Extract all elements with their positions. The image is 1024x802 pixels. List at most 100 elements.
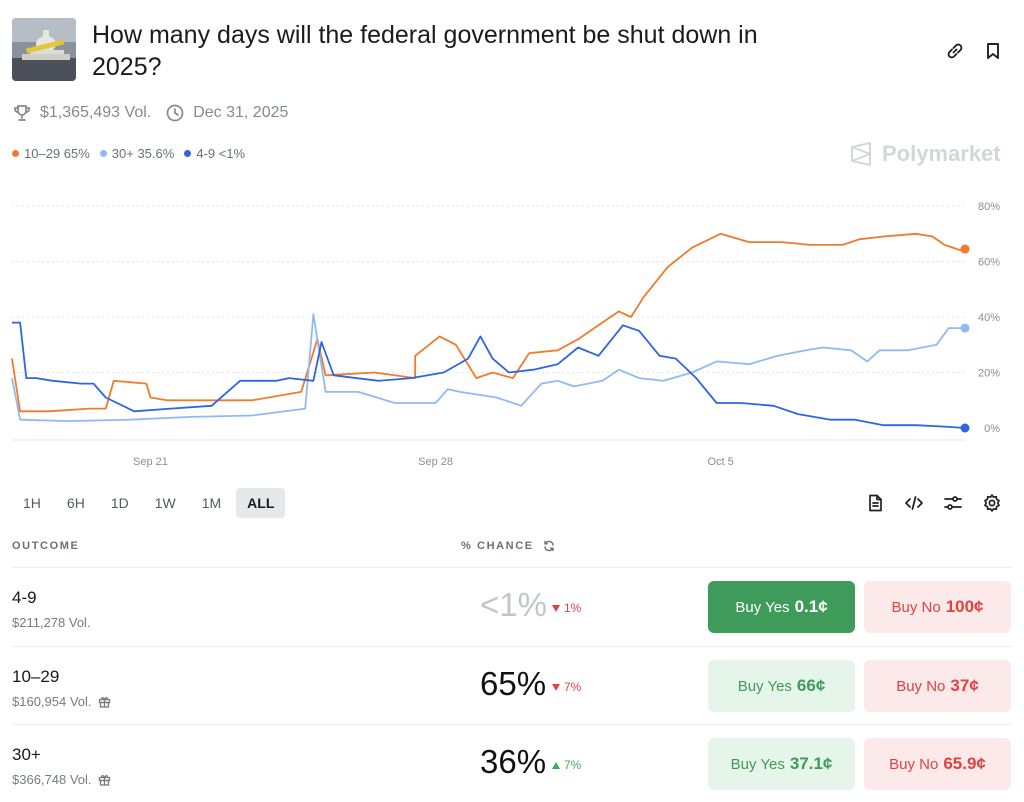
outcome-volume-text: $160,954 Vol. [12, 694, 92, 709]
market-header: How many days will the federal governmen… [12, 18, 1012, 82]
chance-change-value: 7% [564, 758, 582, 772]
outcome-volume: $211,278 Vol. [12, 615, 91, 630]
y-tick-label: 0% [984, 423, 1000, 435]
outcome-chance: <1% [480, 586, 547, 623]
refresh-icon[interactable] [543, 540, 555, 552]
outcome-name: 10–29 [12, 667, 60, 686]
market-thumbnail-image [12, 18, 76, 81]
x-tick-label: Sep 28 [418, 456, 453, 468]
x-tick-label: Oct 5 [707, 456, 733, 468]
buy-yes-price: 37.1¢ [789, 754, 833, 773]
buy-no-label: Buy No [891, 598, 941, 616]
legend-dot [12, 150, 19, 157]
legend-label: 4-9 <1% [196, 146, 246, 161]
legend-label: 30+ 35.6% [111, 146, 175, 161]
polymarket-logo-icon [851, 142, 871, 166]
x-tick-label: Sep 21 [133, 456, 168, 468]
outcome-name: 30+ [12, 745, 41, 764]
link-icon[interactable] [944, 40, 966, 62]
gift-icon [98, 696, 110, 708]
buy-no-price: 100¢ [945, 597, 984, 616]
y-tick-label: 40% [978, 312, 1000, 324]
outcome-volume-text: $366,748 Vol. [12, 772, 92, 787]
y-tick-label: 20% [978, 368, 1000, 380]
sliders-icon[interactable] [942, 492, 964, 514]
legend-label: 10–29 65% [24, 146, 90, 161]
series-end-point [960, 323, 970, 333]
brand-name: Polymarket [882, 141, 1001, 166]
probability-chart[interactable]: 0% 20% 40% 60% 80% Sep 21 Sep 28 Oct 5 [0, 190, 1024, 480]
timeframe-all[interactable]: ALL [236, 488, 286, 518]
chance-change: 1% [552, 601, 581, 615]
buy-no-label: Buy No [889, 755, 939, 773]
series-line-10–29 [11, 232, 966, 413]
chance-change: 7% [552, 680, 581, 694]
up-arrow-icon [552, 761, 560, 769]
chance-header-label: % CHANCE [461, 540, 534, 552]
timeframe-1d[interactable]: 1D [110, 495, 129, 511]
chart-tools [864, 492, 1020, 514]
chance-change: 7% [552, 758, 581, 772]
buy-no-label: Buy No [896, 677, 946, 695]
buy-yes-button[interactable]: Buy Yes 0.1¢ [708, 581, 855, 633]
chance-column-header: % CHANCE [461, 540, 555, 552]
gift-icon [98, 774, 110, 786]
end-date-info: Dec 31, 2025 [165, 103, 288, 123]
legend-dot [99, 150, 107, 157]
buy-yes-price: 66¢ [796, 676, 826, 695]
polymarket-watermark: Polymarket [848, 141, 1001, 167]
market-meta: $1,365,493 Vol. Dec 31, 2025 [12, 102, 302, 124]
outcome-chance: 65% [480, 665, 547, 702]
buy-yes-button[interactable]: Buy Yes 66¢ [708, 660, 855, 712]
legend-item: 10–29 65% [12, 146, 90, 161]
buy-no-price: 65.9¢ [943, 754, 986, 773]
outcome-volume: $160,954 Vol. [12, 694, 111, 709]
timeframe-1h[interactable]: 1H [23, 495, 41, 511]
buy-yes-label: Buy Yes [737, 677, 792, 695]
buy-no-button[interactable]: Buy No 65.9¢ [864, 738, 1011, 790]
down-arrow-icon [552, 683, 560, 691]
bookmark-icon[interactable] [982, 40, 1004, 62]
y-tick-label: 80% [978, 201, 1000, 213]
timeframe-6h[interactable]: 6H [66, 495, 85, 511]
outcome-row[interactable]: 30+ $366,748 Vol. 36% 7% Buy Yes 37.1¢ Bu… [12, 724, 1012, 802]
buy-yes-button[interactable]: Buy Yes 37.1¢ [708, 738, 855, 790]
series-end-point [960, 423, 970, 433]
timeframe-1m[interactable]: 1M [201, 495, 222, 511]
market-title: How many days will the federal governmen… [92, 21, 758, 81]
end-date: Dec 31, 2025 [193, 104, 289, 121]
chance-change-value: 1% [564, 601, 582, 615]
chance-change-value: 7% [564, 680, 582, 694]
outcome-row[interactable]: 4-9 $211,278 Vol. <1% 1% Buy Yes 0.1¢ Buy… [12, 567, 1012, 645]
buy-yes-label: Buy Yes [735, 598, 790, 616]
total-volume: $1,365,493 Vol. [40, 104, 152, 121]
legend-item: 30+ 35.6% [99, 146, 175, 161]
legend-item: 4-9 <1% [184, 146, 245, 161]
embed-code-icon[interactable] [903, 492, 925, 514]
settings-gear-icon[interactable] [981, 492, 1003, 514]
outcome-volume-text: $211,278 Vol. [12, 615, 91, 630]
series-end-point [960, 244, 970, 254]
buy-yes-price: 0.1¢ [794, 597, 828, 616]
y-tick-label: 60% [978, 257, 1000, 269]
trophy-icon [13, 105, 31, 121]
buy-no-button[interactable]: Buy No 37¢ [864, 660, 1011, 712]
outcome-column-header: OUTCOME [12, 540, 80, 552]
buy-no-button[interactable]: Buy No 100¢ [864, 581, 1011, 633]
outcome-row[interactable]: 10–29 $160,954 Vol. 65% 7% Buy Yes 66¢ Bu… [12, 646, 1012, 724]
buy-yes-label: Buy Yes [730, 755, 785, 773]
outcome-volume: $366,748 Vol. [12, 772, 111, 787]
series-line-30+ [11, 313, 965, 422]
clock-icon [166, 104, 184, 122]
outcome-name: 4-9 [12, 588, 37, 607]
down-arrow-icon [552, 604, 560, 612]
chart-legend: 10–29 65% 30+ 35.6% 4-9 <1% [12, 146, 255, 161]
document-icon[interactable] [864, 492, 886, 514]
timeframe-selector: 1H 6H 1D 1W 1M ALL [12, 488, 289, 518]
series-line-4-9 [12, 321, 966, 429]
legend-dot [184, 150, 192, 157]
timeframe-1w[interactable]: 1W [154, 495, 176, 511]
outcome-chance: 36% [480, 743, 547, 780]
volume-info: $1,365,493 Vol. [12, 103, 151, 123]
buy-no-price: 37¢ [950, 676, 979, 695]
